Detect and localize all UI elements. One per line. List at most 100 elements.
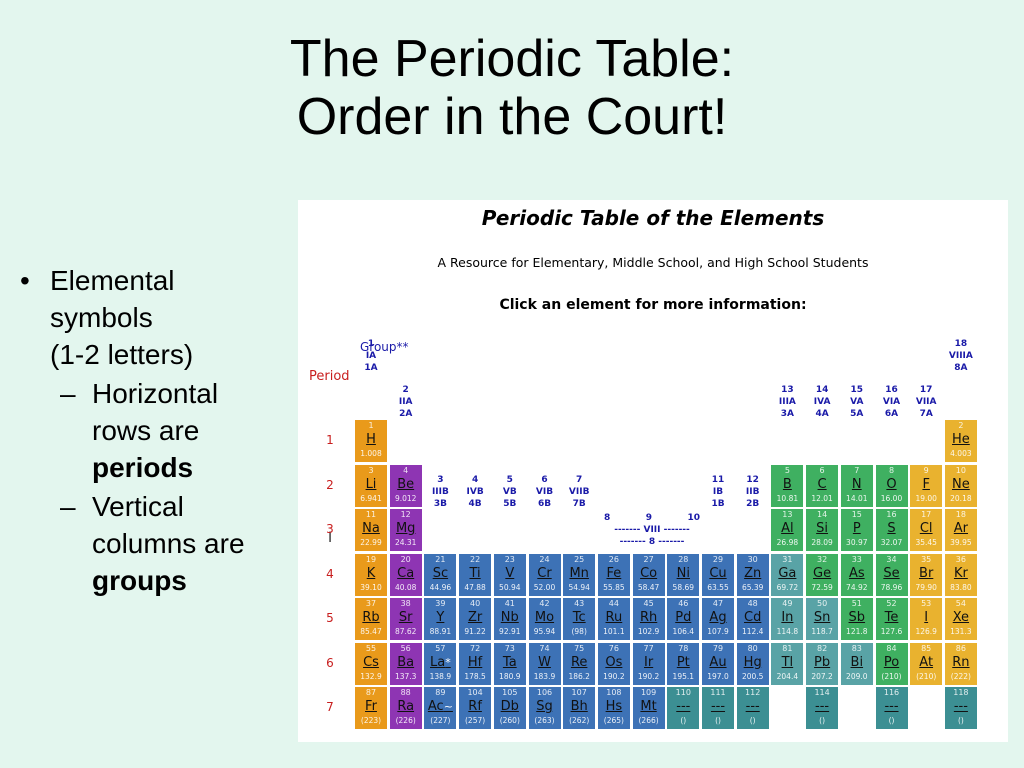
element-cell-sn[interactable]: 50 Sn 118.7 <box>805 597 840 641</box>
element-symbol[interactable]: Mo <box>534 610 555 625</box>
element-cell-na[interactable]: 11 Na 22.99 <box>354 508 388 552</box>
element-cell-cl[interactable]: 17 Cl 35.45 <box>909 508 944 552</box>
element-symbol[interactable]: Li <box>365 476 377 492</box>
element-cell-in[interactable]: 49 In 114.8 <box>770 597 805 641</box>
element-symbol[interactable]: C <box>817 476 827 492</box>
element-symbol[interactable]: Ti <box>469 565 481 581</box>
element-cell-be[interactable]: 4 Be 9.012 <box>388 463 423 508</box>
element-cell-ga[interactable]: 31 Ga 69.72 <box>770 552 805 597</box>
element-symbol[interactable]: Tl <box>781 654 794 670</box>
element-cell-n[interactable]: 7 N 14.01 <box>839 463 874 508</box>
element-symbol[interactable]: K <box>366 565 376 581</box>
element-cell-i[interactable]: 53 I 126.9 <box>909 597 944 641</box>
element-symbol[interactable]: Ba <box>397 654 415 670</box>
element-cell-cu[interactable]: 29 Cu 63.55 <box>701 552 735 597</box>
element-symbol[interactable]: Au <box>709 654 727 670</box>
element-cell-ne[interactable]: 10 Ne 20.18 <box>943 463 978 508</box>
element-cell-sr[interactable]: 38 Sr 87.62 <box>388 597 423 641</box>
element-symbol[interactable]: Rn <box>952 654 970 670</box>
element-cell-db[interactable]: 105 Db (260) <box>492 686 527 730</box>
element-symbol[interactable]: --- <box>815 699 830 714</box>
element-symbol[interactable]: La* <box>430 654 451 670</box>
element-symbol[interactable]: Pd <box>675 610 692 625</box>
element-cell-cd[interactable]: 48 Cd 112.4 <box>735 597 770 641</box>
element-symbol[interactable]: P <box>852 521 861 536</box>
element-cell-hg[interactable]: 80 Hg 200.5 <box>735 641 770 686</box>
element-cell-ge[interactable]: 32 Ge 72.59 <box>805 552 840 597</box>
element-symbol[interactable]: Y <box>436 610 445 625</box>
element-symbol[interactable]: Hf <box>467 654 483 670</box>
element-symbol[interactable]: --- <box>710 699 726 714</box>
element-symbol[interactable]: Hg <box>743 654 762 670</box>
element-symbol[interactable]: Co <box>640 565 658 581</box>
element-symbol[interactable]: Po <box>883 654 900 670</box>
element-cell-ru[interactable]: 44 Ru 101.1 <box>596 597 631 641</box>
element-cell-xe[interactable]: 54 Xe 131.3 <box>943 597 978 641</box>
element-symbol[interactable]: Nb <box>500 610 519 625</box>
element-symbol[interactable]: Xe <box>952 610 970 625</box>
element-symbol[interactable]: B <box>782 476 792 492</box>
element-symbol[interactable]: Ga <box>778 565 797 581</box>
element-symbol[interactable]: Br <box>919 565 934 581</box>
element-symbol[interactable]: W <box>538 654 551 670</box>
element-cell-hf[interactable]: 72 Hf 178.5 <box>458 641 493 686</box>
element-cell-he[interactable]: 2 He 4.003 <box>943 419 978 463</box>
element-symbol[interactable]: Ag <box>709 610 727 625</box>
element-symbol[interactable]: Si <box>816 521 829 536</box>
element-symbol[interactable]: Ge <box>813 565 832 581</box>
element-cell-sc[interactable]: 21 Sc 44.96 <box>423 552 458 597</box>
element-cell-p[interactable]: 15 P 30.97 <box>839 508 874 552</box>
element-symbol[interactable]: Mt <box>640 699 657 714</box>
element-symbol[interactable]: Cl <box>919 521 933 536</box>
element-cell-ca[interactable]: 20 Ca 40.08 <box>388 552 423 597</box>
element-symbol[interactable]: Re <box>570 654 588 670</box>
element-cell-s[interactable]: 16 S 32.07 <box>874 508 909 552</box>
element-cell-rh[interactable]: 45 Rh 102.9 <box>631 597 666 641</box>
element-cell-c[interactable]: 6 C 12.01 <box>805 463 840 508</box>
element-cell-ni[interactable]: 28 Ni 58.69 <box>666 552 701 597</box>
element-cell-zn[interactable]: 30 Zn 65.39 <box>735 552 770 597</box>
element-cell-fr[interactable]: 87 Fr (223) <box>354 686 388 730</box>
element-cell-tl[interactable]: 81 Tl 204.4 <box>770 641 805 686</box>
element-symbol[interactable]: --- <box>953 699 968 714</box>
element-cell-fe[interactable]: 26 Fe 55.85 <box>596 552 631 597</box>
element-symbol[interactable]: Ne <box>952 476 970 492</box>
element-cell-f[interactable]: 9 F 19.00 <box>909 463 944 508</box>
element-symbol[interactable]: Te <box>884 610 899 625</box>
element-symbol[interactable]: H <box>366 432 376 447</box>
element-symbol[interactable]: N <box>851 476 862 492</box>
element-cell-ag[interactable]: 47 Ag 107.9 <box>701 597 735 641</box>
element-cell-y[interactable]: 39 Y 88.91 <box>423 597 458 641</box>
element-cell-cr[interactable]: 24 Cr 52.00 <box>527 552 562 597</box>
element-cell-[interactable]: 114 --- () <box>805 686 840 730</box>
element-symbol[interactable]: Al <box>781 521 794 536</box>
element-cell-cs[interactable]: 55 Cs 132.9 <box>354 641 388 686</box>
element-cell-ta[interactable]: 73 Ta 180.9 <box>492 641 527 686</box>
element-symbol[interactable]: Rf <box>468 699 482 714</box>
element-cell-k[interactable]: 19 K 39.10 <box>354 552 388 597</box>
element-symbol[interactable]: Sn <box>813 610 831 625</box>
element-cell-pt[interactable]: 78 Pt 195.1 <box>666 641 701 686</box>
element-cell-ar[interactable]: 18 Ar 39.95 <box>943 508 978 552</box>
element-cell-[interactable]: 118 --- () <box>943 686 978 730</box>
element-symbol[interactable]: Sb <box>848 610 866 625</box>
element-cell-se[interactable]: 34 Se 78.96 <box>874 552 909 597</box>
element-cell-la[interactable]: 57 La* 138.9 <box>423 641 458 686</box>
element-cell-at[interactable]: 85 At (210) <box>909 641 944 686</box>
element-symbol[interactable]: Bh <box>570 699 588 714</box>
element-cell-mg[interactable]: 12 Mg 24.31 <box>388 508 423 552</box>
element-cell-hs[interactable]: 108 Hs (265) <box>596 686 631 730</box>
element-cell-ir[interactable]: 77 Ir 190.2 <box>631 641 666 686</box>
element-symbol[interactable]: At <box>919 654 934 670</box>
element-cell-[interactable]: 110 --- () <box>666 686 701 730</box>
element-symbol[interactable]: Ir <box>644 654 654 670</box>
element-cell-v[interactable]: 23 V 50.94 <box>492 552 527 597</box>
element-symbol[interactable]: Hs <box>605 699 623 714</box>
element-cell-br[interactable]: 35 Br 79.90 <box>909 552 944 597</box>
element-symbol[interactable]: --- <box>745 699 760 714</box>
element-symbol[interactable]: Fe <box>606 565 622 581</box>
element-symbol[interactable]: Db <box>500 699 519 714</box>
element-symbol[interactable]: Cd <box>744 610 762 625</box>
element-symbol[interactable]: Mn <box>569 565 589 581</box>
element-symbol[interactable]: Rh <box>639 610 658 625</box>
